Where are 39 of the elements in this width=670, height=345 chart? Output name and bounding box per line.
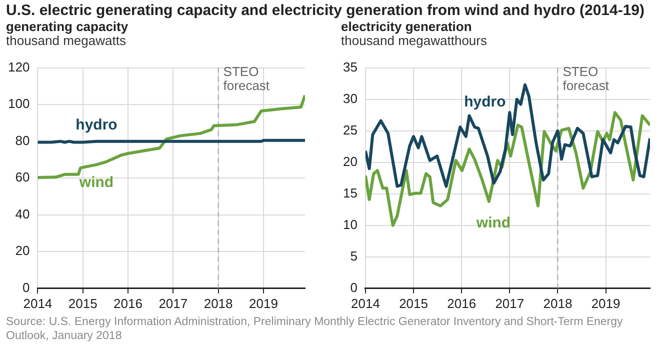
source-note: Source: U.S. Energy Information Administration, Preliminary Monthly Electric Generator Inventory and Short-Term Energy Outlook, January 2018: [6, 315, 624, 343]
x-tick-label: 2016: [447, 296, 476, 311]
y-tick-label: 40: [15, 206, 30, 222]
x-tick-label: 2017: [495, 296, 524, 311]
x-tick-label: 2016: [114, 296, 142, 311]
chart-subtitle: electricity generation: [341, 19, 472, 34]
y-tick-label: 80: [15, 132, 30, 148]
ref-line-label: STEO forecast: [562, 64, 610, 93]
y-tick-label: 100: [8, 96, 30, 112]
chart-title: U.S. electric generating capacity and electricity generation from wind and hydro (2014-19): [6, 2, 645, 19]
series-label: wind: [475, 214, 511, 232]
x-tick-label: 2018: [543, 296, 572, 311]
y-tick-label: 20: [342, 154, 358, 169]
x-tick-label: 2019: [591, 296, 620, 311]
y-tick-label: 120: [8, 59, 30, 74]
x-tick-label: 2014: [351, 296, 380, 311]
y-tick-label: 25: [342, 122, 358, 138]
ref-line-label: STEO forecast: [223, 64, 270, 93]
y-tick-label: 20: [15, 243, 30, 258]
x-tick-label: 2014: [23, 296, 52, 311]
x-tick-label: 2018: [204, 296, 233, 311]
y-tick-label: 0: [22, 280, 30, 295]
y-tick-label: 15: [342, 185, 358, 200]
y-tick-label: 0: [350, 280, 358, 295]
series-label: wind: [78, 174, 114, 191]
y-axis-title: thousand megawatts: [6, 33, 126, 48]
y-tick-label: 35: [342, 59, 358, 74]
y-axis-title: thousand megawatthours: [341, 33, 487, 48]
y-tick-label: 5: [350, 248, 358, 264]
y-tick-label: 60: [15, 170, 30, 185]
series-label: hydro: [76, 116, 118, 134]
y-tick-label: 10: [342, 216, 358, 232]
chart-subtitle: generating capacity: [6, 19, 128, 34]
y-tick-label: 30: [342, 90, 358, 106]
series-label: hydro: [464, 93, 506, 110]
x-tick-label: 2017: [158, 296, 188, 311]
x-tick-label: 2019: [249, 296, 278, 311]
x-tick-label: 2015: [68, 296, 98, 311]
x-tick-label: 2015: [399, 296, 428, 311]
